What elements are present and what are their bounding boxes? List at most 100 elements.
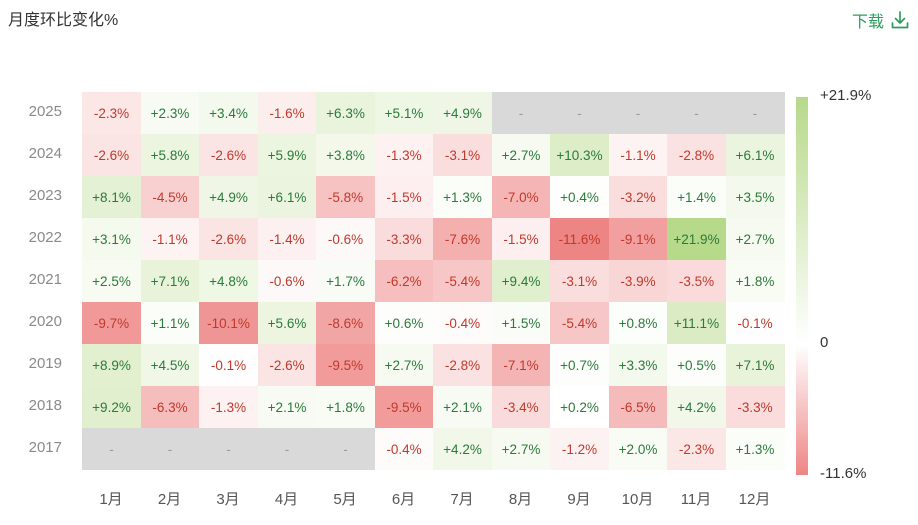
heatmap-cell: - [140,428,200,470]
heatmap-cell: - [316,428,375,470]
heatmap-cell: +2.1% [257,386,317,428]
heatmap-cell: +3.1% [82,218,141,260]
heatmap-cell: +0.8% [608,302,668,344]
heatmap-cell: - [491,92,551,134]
heatmap-cell: +2.3% [140,92,200,134]
heatmap-cell: -3.1% [550,260,609,302]
heatmap-cell: -1.3% [199,386,258,428]
y-tick-label: 2023 [28,187,62,204]
heatmap-cell: -0.4% [374,428,434,470]
heatmap-cell: -7.0% [491,176,551,218]
heatmap-cell: - [82,428,141,470]
heatmap-cell: +1.8% [725,260,785,302]
heatmap-cell: +9.4% [491,260,551,302]
heatmap-cell: +1.5% [491,302,551,344]
heatmap-cell: +3.4% [199,92,258,134]
heatmap-cell: -5.4% [433,260,492,302]
heatmap-cell: +4.9% [199,176,258,218]
heatmap-cell: +0.4% [550,176,609,218]
heatmap-cell: -2.3% [667,428,726,470]
heatmap-cell: +2.7% [374,344,434,386]
legend-mid-label: 0 [820,334,829,351]
heatmap-cell: +0.5% [667,344,726,386]
heatmap-cell: -0.6% [257,260,317,302]
y-tick-label: 2024 [28,145,62,162]
heatmap-cell: +7.1% [725,344,785,386]
heatmap-cell: +21.9% [667,218,726,260]
heatmap-cell: -5.8% [316,176,375,218]
download-icon [890,10,910,30]
heatmap-cell: +4.8% [199,260,258,302]
heatmap-cell: - [608,92,668,134]
heatmap-cell: -1.5% [491,218,551,260]
heatmap-cell: +4.5% [140,344,200,386]
y-tick-label: 2019 [28,355,62,372]
heatmap-cell: +8.9% [82,344,141,386]
heatmap-cell: -1.2% [550,428,609,470]
heatmap-cell: -3.1% [433,134,492,176]
heatmap-cell: +1.1% [140,302,200,344]
x-tick-label: 4月 [274,491,299,508]
heatmap-cell: -11.6% [550,218,609,260]
x-tick-label: 7月 [450,491,474,508]
x-tick-label: 6月 [391,491,416,508]
x-tick-label: 2月 [157,491,182,508]
heatmap-cell: -9.1% [608,218,668,260]
heatmap-cell: -3.9% [608,260,668,302]
heatmap-cell: -1.1% [608,134,668,176]
heatmap-cell: -1.3% [374,134,434,176]
y-tick-label: 2025 [28,103,62,120]
x-tick-label: 12月 [738,491,771,508]
heatmap-cell: -2.8% [667,134,726,176]
heatmap-cell: +3.3% [608,344,668,386]
heatmap-cell: -1.4% [257,218,317,260]
heatmap-cell: -6.2% [374,260,434,302]
x-tick-label: 11月 [680,491,712,508]
heatmap-cell: -10.1% [199,302,258,344]
heatmap-cell: +0.6% [374,302,434,344]
heatmap-cell: -9.5% [316,344,375,386]
x-tick-label: 8月 [508,491,533,508]
heatmap-cell: +10.3% [550,134,609,176]
x-tick-label: 5月 [333,491,357,508]
heatmap-cell: +1.3% [725,428,785,470]
y-tick-label: 2017 [28,439,62,456]
legend-max-label: +21.9% [820,87,872,104]
heatmap-cell: +6.3% [316,92,375,134]
heatmap-cell: -2.6% [199,218,258,260]
heatmap-cell: - [667,92,726,134]
heatmap-cell: +6.1% [257,176,317,218]
heatmap-cell: -1.6% [257,92,317,134]
x-tick-label: 3月 [216,491,240,508]
heatmap-cell: -0.1% [199,344,258,386]
heatmap-cell: +4.9% [433,92,492,134]
chart-title: 月度环比变化% [8,12,119,29]
heatmap-cell: -9.7% [82,302,141,344]
heatmap-cell: +7.1% [140,260,200,302]
heatmap-cell: - [550,92,609,134]
heatmap-cell: - [257,428,317,470]
x-tick-label: 10月 [621,491,654,508]
heatmap-cell: +5.6% [257,302,317,344]
heatmap-cell: +0.2% [550,386,609,428]
heatmap-cell: -7.6% [433,218,492,260]
legend-min-label: -11.6% [820,465,867,482]
y-tick-label: 2022 [28,229,62,246]
y-tick-label: 2020 [28,313,62,330]
heatmap-cell: -3.2% [608,176,668,218]
x-tick-label: 9月 [567,491,591,508]
heatmap-cell: +5.1% [374,92,434,134]
heatmap-cell: -3.3% [374,218,434,260]
y-tick-label: 2018 [28,397,62,414]
heatmap-cell: -7.1% [491,344,551,386]
heatmap-cell: +6.1% [725,134,785,176]
heatmap-cell: - [725,92,785,134]
heatmap-cell: +5.8% [140,134,200,176]
heatmap-cell: +2.5% [82,260,141,302]
y-tick-label: 2021 [28,271,62,288]
heatmap-cell: +4.2% [433,428,492,470]
heatmap-cell: -0.4% [433,302,492,344]
heatmap-cell: -5.4% [550,302,609,344]
heatmap-cell: +1.7% [316,260,375,302]
download-button[interactable]: 下载 [852,8,910,32]
